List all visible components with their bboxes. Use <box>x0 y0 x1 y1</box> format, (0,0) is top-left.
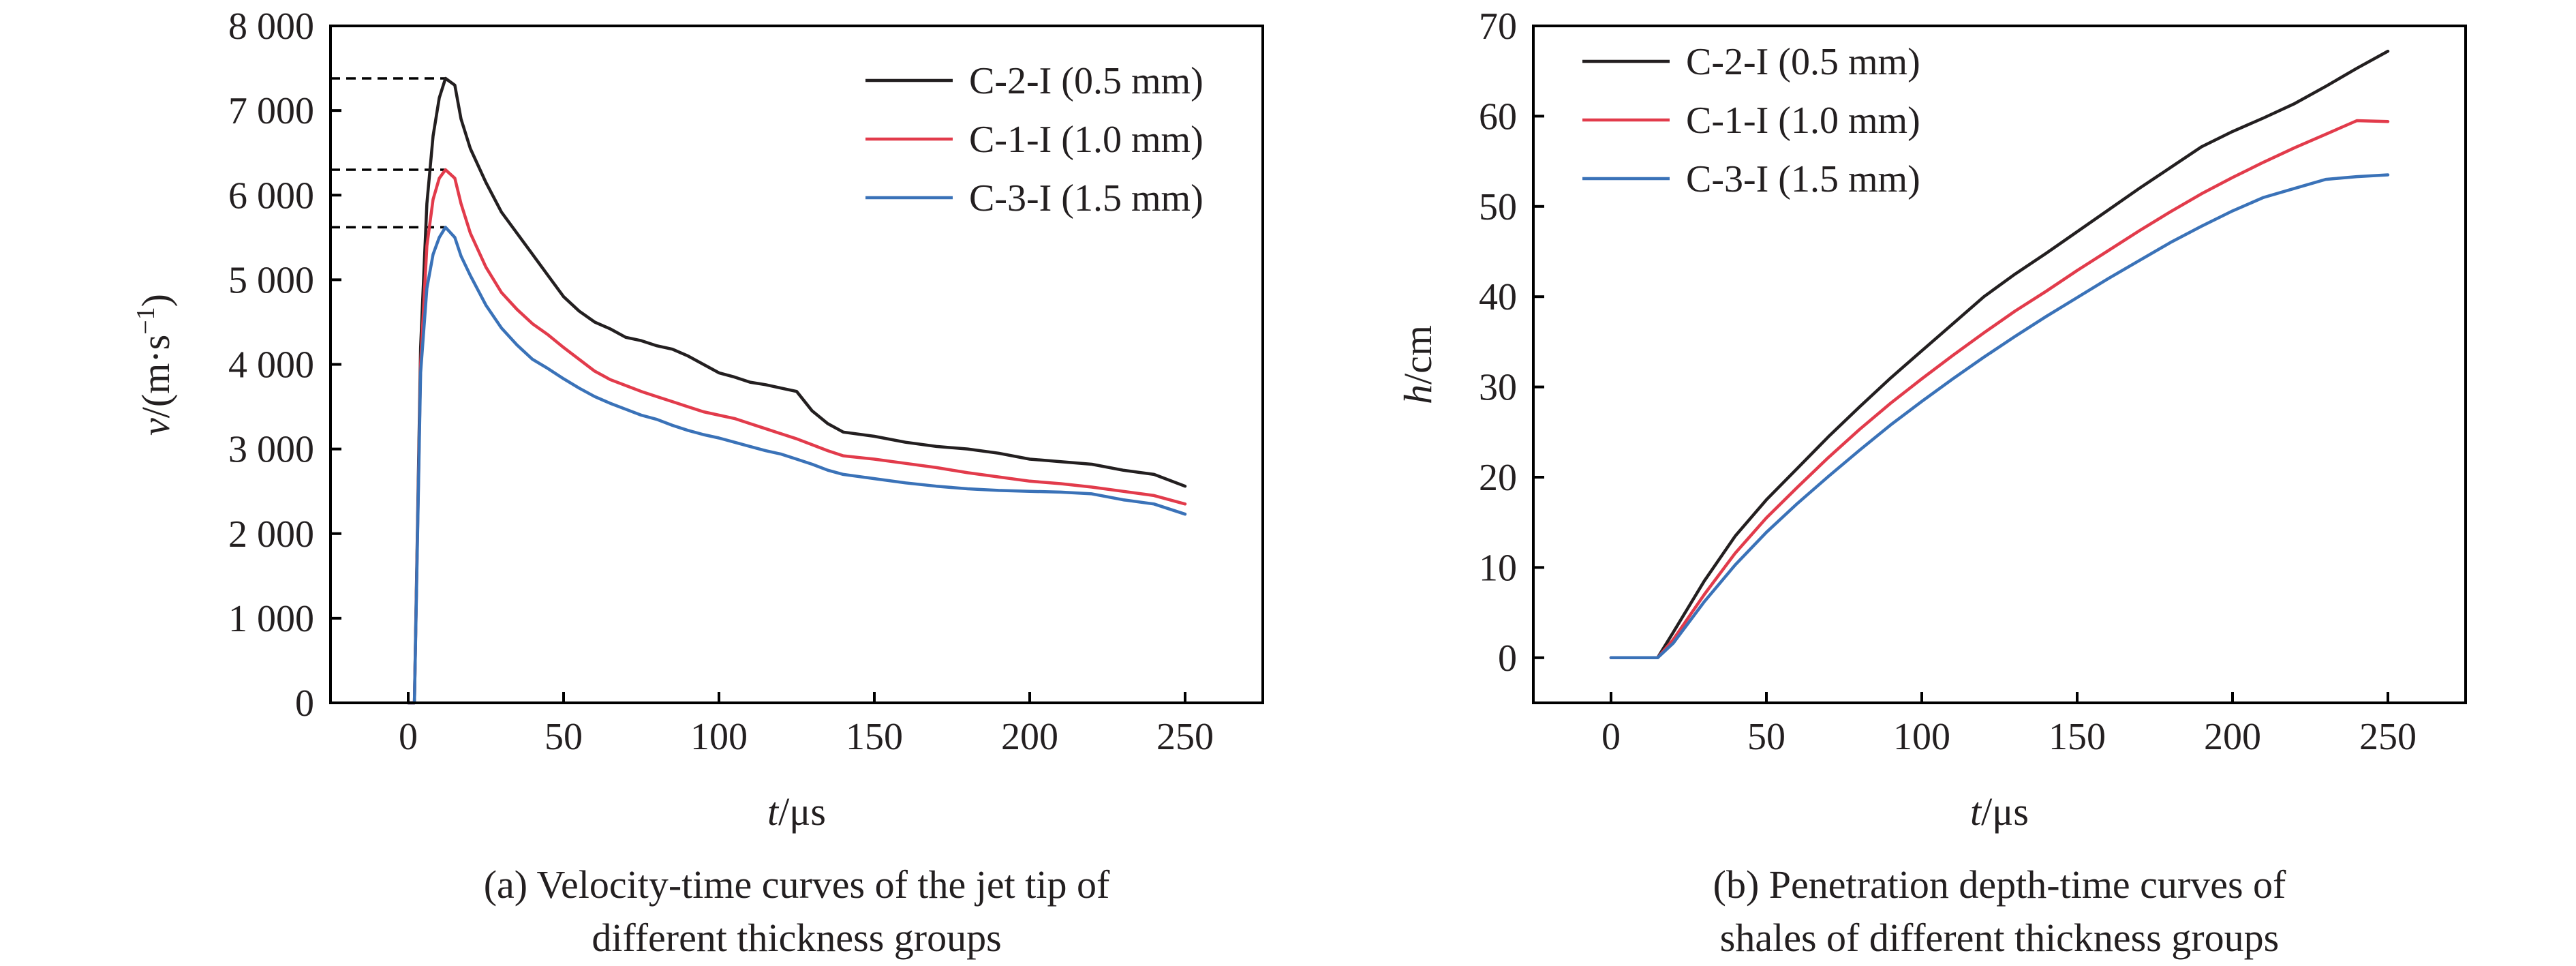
chart-a-legend-label: C-2-I (0.5 mm) <box>969 60 1203 102</box>
chart-a-x-tick-label: 200 <box>1001 716 1058 758</box>
chart-b-x-ticks: 0 50 100 150 200 250 <box>1601 692 2417 758</box>
chart-b-y-axis-unit: /cm <box>1396 325 1440 384</box>
chart-a-y-tick-label: 6 000 <box>228 175 314 217</box>
chart-b-series-line-2 <box>1609 119 2390 660</box>
chart-b-y-tick-label: 20 <box>1479 457 1517 499</box>
chart-b-series-line-1 <box>1609 49 2390 660</box>
chart-b-y-tick-label: 50 <box>1479 186 1517 228</box>
chart-a-series-line-2 <box>406 168 1187 705</box>
chart-a-legend: C-2-I (0.5 mm) C-1-I (1.0 mm) C-3-I (1.5 m… <box>865 60 1203 220</box>
chart-b-y-tick-label: 30 <box>1479 367 1517 409</box>
chart-a-y-axis-title: v/(m·s−1) <box>132 294 178 436</box>
chart-b-x-axis-symbol: t <box>1970 789 1982 834</box>
chart-b-x-axis-unit: /μs <box>1981 789 2029 834</box>
chart-a-series-line-3 <box>406 226 1187 705</box>
chart-a-x-tick-label: 150 <box>846 716 903 758</box>
chart-b-y-tick-label: 10 <box>1479 547 1517 589</box>
chart-b-legend-label: C-3-I (1.5 mm) <box>1686 158 1920 200</box>
chart-b: 0 50 100 150 200 250 0 10 20 30 40 50 60 70 t/μs h/c… <box>1396 5 2467 960</box>
chart-a-caption-line-1: (a) Velocity-time curves of the jet tip … <box>484 862 1110 907</box>
chart-b-y-axis-title: h/cm <box>1396 325 1440 404</box>
chart-a-y-axis-symbol: v <box>134 418 178 436</box>
chart-a-y-tick-label: 4 000 <box>228 344 314 387</box>
chart-a-x-axis-symbol: t <box>767 789 780 834</box>
chart-a-x-tick-label: 50 <box>545 716 583 758</box>
chart-a-y-tick-label: 5 000 <box>228 259 314 301</box>
chart-a-x-axis-title: t/μs <box>767 789 826 834</box>
chart-a-y-tick-label: 3 000 <box>228 429 314 471</box>
chart-a-y-tick-label: 1 000 <box>228 598 314 640</box>
chart-a-y-ticks: 0 1 000 2 000 3 000 4 000 5 000 6 000 7 000 8 00… <box>228 5 341 725</box>
chart-a-x-ticks: 0 50 100 150 200 250 <box>399 692 1214 758</box>
chart-a-legend-label: C-3-I (1.5 mm) <box>969 177 1203 220</box>
chart-a-y-tick-label: 0 <box>295 682 314 725</box>
chart-b-y-axis-symbol: h <box>1396 384 1440 404</box>
chart-a-y-tick-label: 7 000 <box>228 90 314 132</box>
chart-b-legend-label: C-2-I (0.5 mm) <box>1686 41 1920 83</box>
chart-a-x-tick-label: 0 <box>399 716 418 758</box>
chart-b-x-tick-label: 200 <box>2204 716 2261 758</box>
chart-a: 0 50 100 150 200 250 0 1 000 2 000 3 000 4 000 5 0… <box>132 5 1264 960</box>
chart-a-legend-label: C-1-I (1.0 mm) <box>969 119 1203 161</box>
chart-b-plot-area <box>1609 49 2390 660</box>
chart-b-legend-label: C-1-I (1.0 mm) <box>1686 100 1920 142</box>
chart-a-plot-area <box>331 76 1187 705</box>
chart-b-x-tick-label: 50 <box>1747 716 1785 758</box>
chart-a-x-tick-label: 250 <box>1156 716 1214 758</box>
chart-b-series-line-3 <box>1609 173 2390 660</box>
chart-a-y-tick-label: 8 000 <box>228 5 314 48</box>
chart-b-caption-line-2: shales of different thickness groups <box>1720 916 2279 960</box>
chart-a-caption-line-2: different thickness groups <box>592 916 1001 960</box>
chart-b-x-tick-label: 0 <box>1601 716 1621 758</box>
chart-a-x-axis-unit: /μs <box>778 789 826 834</box>
chart-b-caption-line-1: (b) Penetration depth-time curves of <box>1713 862 2286 907</box>
chart-a-x-tick-label: 100 <box>690 716 748 758</box>
chart-a-y-axis-exponent: −1 <box>132 307 160 334</box>
chart-b-x-tick-label: 250 <box>2359 716 2417 758</box>
chart-a-y-axis-unit: /(m·s <box>134 335 178 418</box>
chart-b-y-tick-label: 0 <box>1498 637 1517 680</box>
chart-b-x-tick-label: 150 <box>2049 716 2106 758</box>
chart-a-y-tick-label: 2 000 <box>228 513 314 556</box>
chart-b-frame <box>1532 25 2467 704</box>
chart-b-x-tick-label: 100 <box>1893 716 1950 758</box>
chart-b-x-axis-title: t/μs <box>1970 789 2029 834</box>
chart-b-y-tick-label: 60 <box>1479 95 1517 138</box>
chart-a-series-line-1 <box>406 76 1187 705</box>
chart-b-y-ticks: 0 10 20 30 40 50 60 70 <box>1479 5 1544 680</box>
chart-a-y-axis-close: ) <box>134 294 178 307</box>
chart-b-y-tick-label: 40 <box>1479 276 1517 318</box>
chart-b-legend: C-2-I (0.5 mm) C-1-I (1.0 mm) C-3-I (1.5 m… <box>1582 41 1920 200</box>
chart-b-y-tick-label: 70 <box>1479 5 1517 48</box>
